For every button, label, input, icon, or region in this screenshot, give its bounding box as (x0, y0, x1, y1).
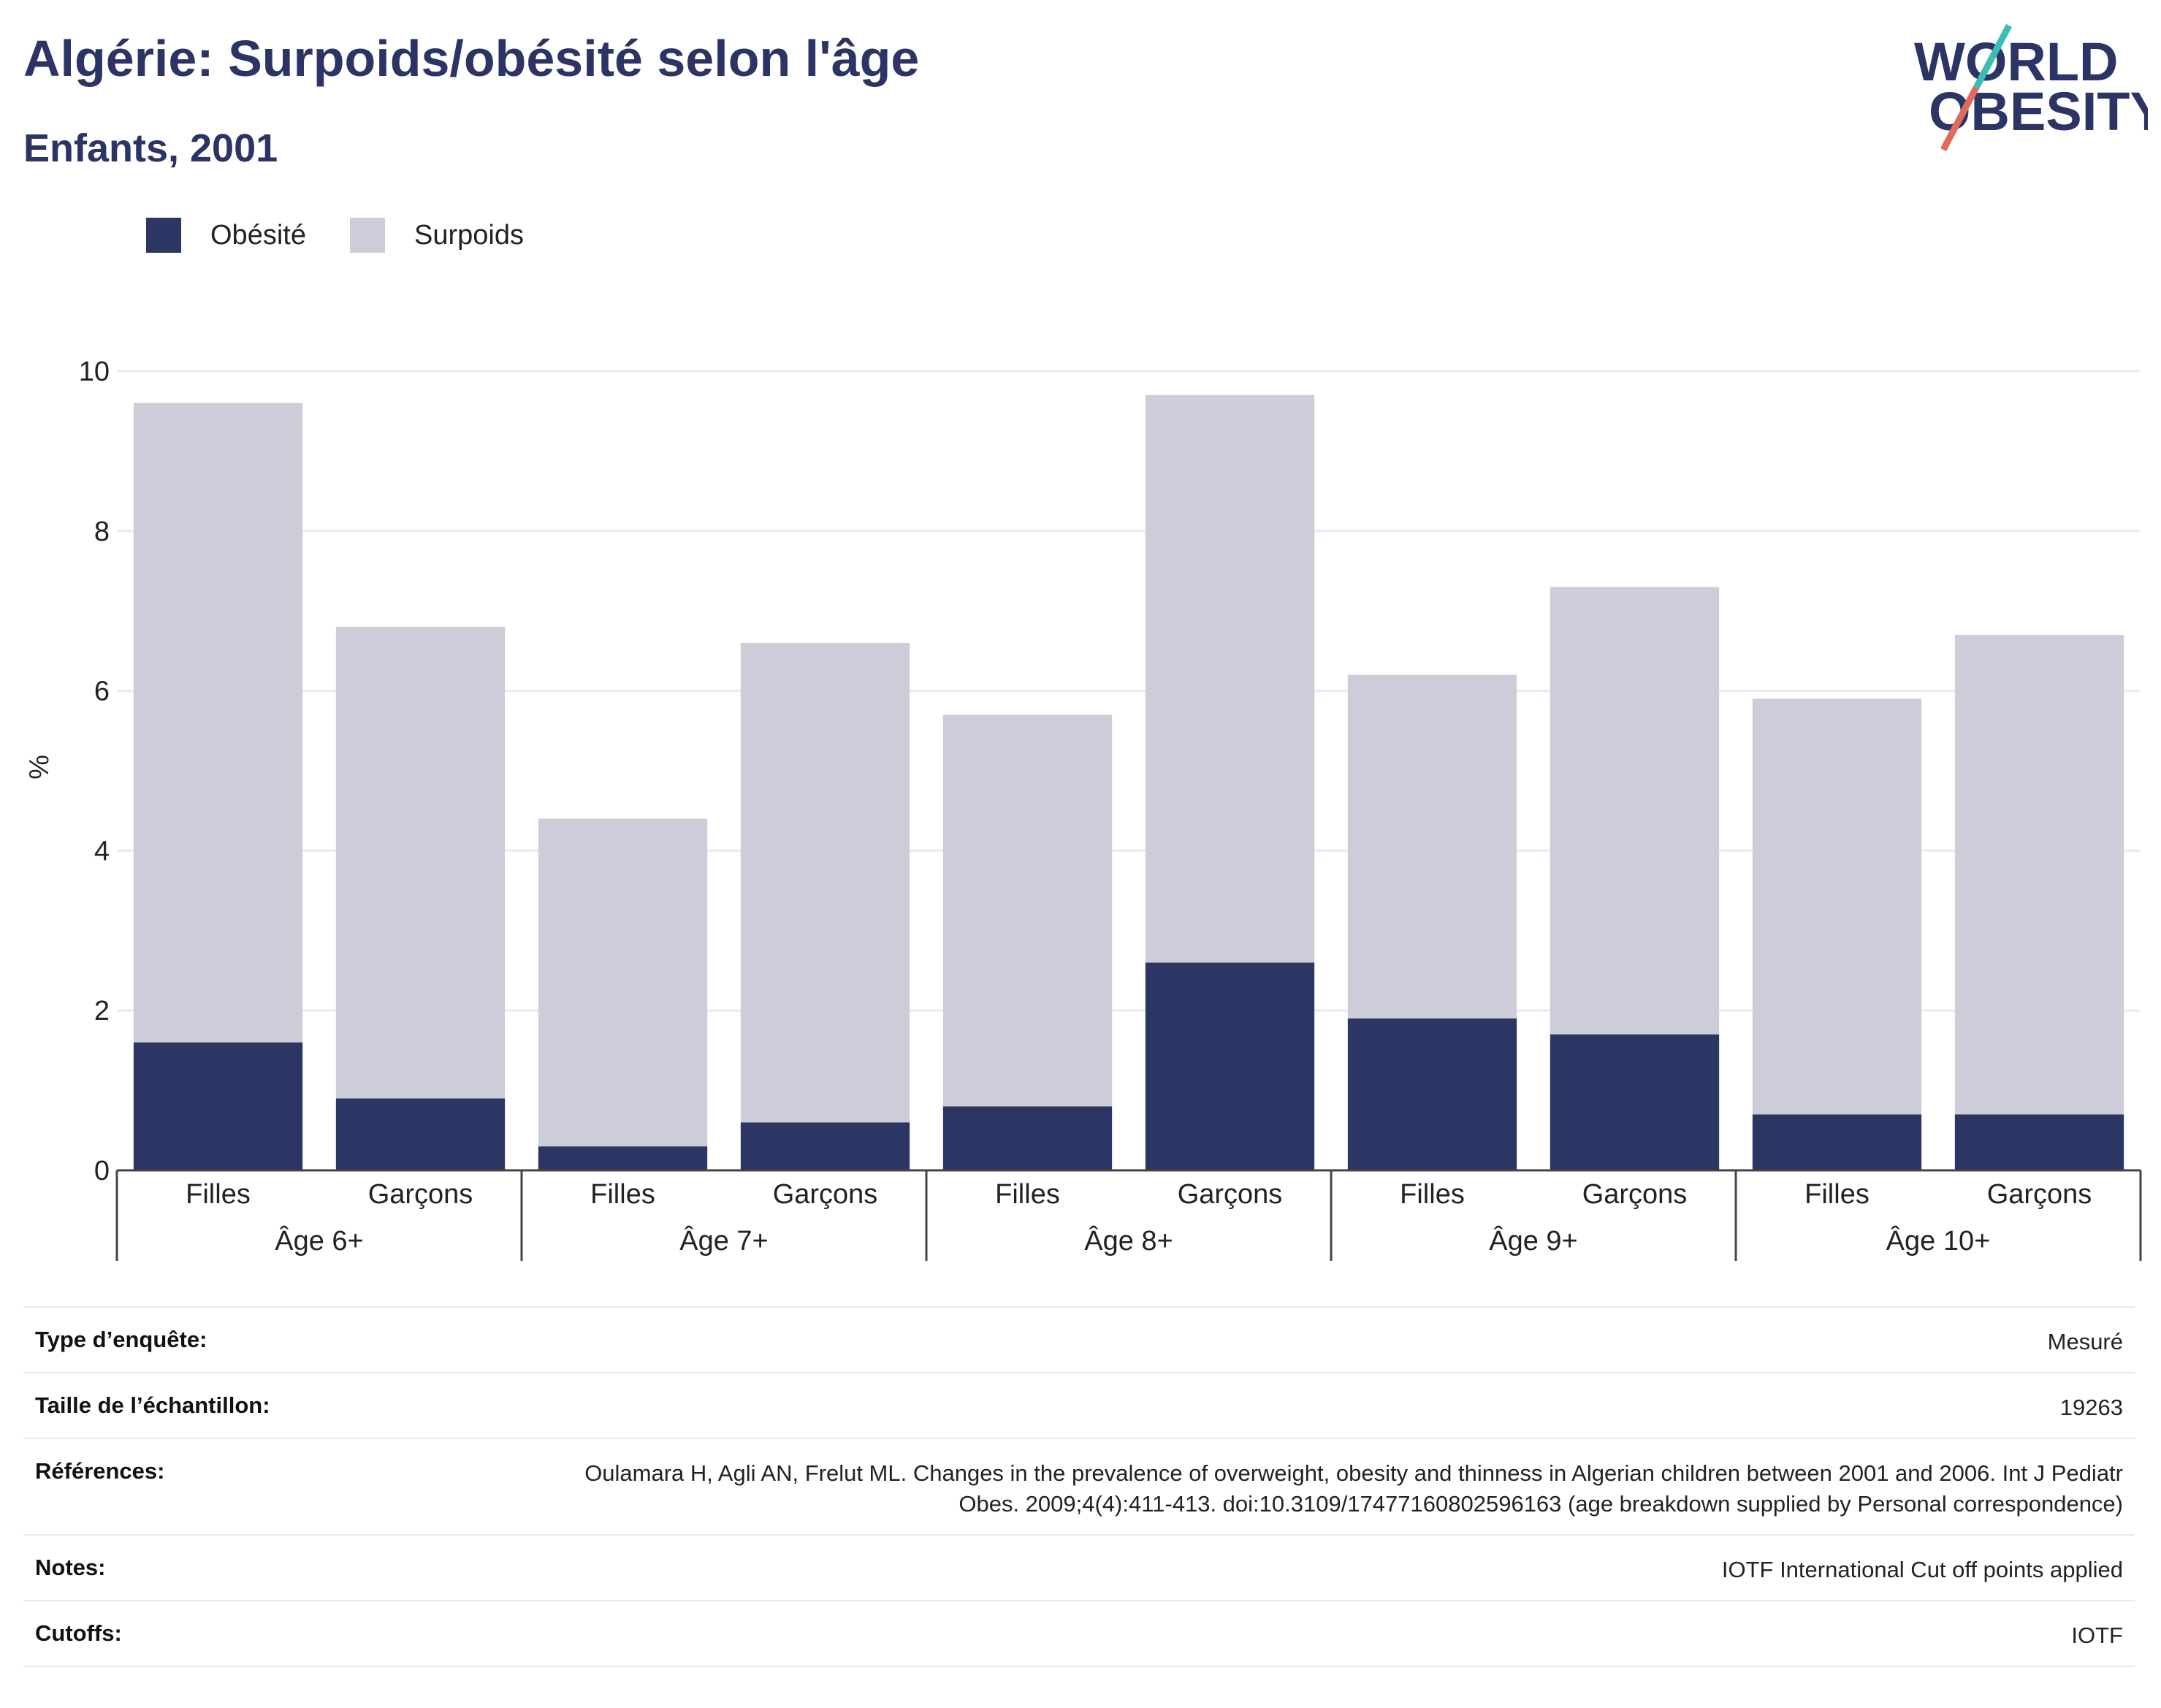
bar-obesity (335, 1098, 506, 1170)
logo-word-1: WORLD (1914, 31, 2119, 92)
chart-subtitle: Enfants, 2001 (23, 126, 278, 170)
chart-legend: Obésité Surpoids (146, 218, 568, 253)
bar-obesity (1145, 962, 1315, 1170)
legend-label-obesity: Obésité (210, 219, 306, 251)
bars (133, 394, 2124, 1170)
chart-title: Algérie: Surpoids/obésité selon l'âge (23, 30, 920, 87)
x-tick-label: Filles (186, 1179, 251, 1210)
info-label: Références: (35, 1458, 165, 1484)
info-row-notes: Notes: IOTF International Cut off points… (23, 1534, 2135, 1600)
info-label: Cutoffs: (35, 1620, 122, 1646)
bar-obesity (1954, 1114, 2124, 1170)
info-value: Oulamara H, Agli AN, Frelut ML. Changes … (584, 1460, 2123, 1517)
info-row-survey-type: Type d’enquête: Mesuré (23, 1306, 2135, 1372)
bar-overweight (1145, 394, 1315, 963)
info-row-sample-size: Taille de l’échantillon: 19263 (23, 1372, 2135, 1438)
x-tick-label: Filles (995, 1179, 1060, 1210)
x-tick-label: Filles (590, 1179, 655, 1210)
info-label: Taille de l’échantillon: (35, 1392, 270, 1418)
y-tick-label: 4 (94, 836, 110, 866)
bar-obesity (538, 1146, 708, 1170)
legend-item-obesity: Obésité (146, 218, 306, 253)
x-group-label: Âge 6+ (275, 1225, 364, 1257)
x-tick-label: Garçons (368, 1179, 473, 1210)
bar-overweight (1954, 635, 2124, 1115)
info-row-references: Références: Oulamara H, Agli AN, Frelut … (23, 1438, 2135, 1534)
bar-overweight (1347, 674, 1517, 1019)
world-obesity-logo: WORLD OBESITY (1914, 23, 2148, 152)
bar-chart: 0 2 4 6 8 10 Filles Garçons Filles Garçons Filles G… (24, 357, 2142, 1261)
info-value: IOTF (2071, 1623, 2123, 1648)
bar-overweight (133, 403, 303, 1042)
x-tick-label: Garçons (1582, 1179, 1688, 1210)
x-group-label: Âge 7+ (679, 1225, 769, 1257)
y-tick-label: 6 (94, 676, 110, 707)
bar-obesity (133, 1042, 303, 1170)
y-tick-label: 10 (79, 357, 110, 387)
bar-obesity (1550, 1034, 1720, 1170)
info-table: Type d’enquête: Mesuré Taille de l’échan… (23, 1306, 2135, 1667)
x-tick-label: Garçons (1178, 1179, 1283, 1210)
info-value: IOTF International Cut off points applie… (1721, 1557, 2123, 1582)
bar-overweight (1752, 698, 1922, 1115)
bar-overweight (740, 642, 910, 1123)
x-tick-label: Filles (1804, 1179, 1870, 1210)
y-axis-label: % (24, 755, 55, 779)
x-group-label: Âge 10+ (1886, 1225, 1991, 1257)
info-value: 19263 (2059, 1395, 2123, 1420)
info-value: Mesuré (2047, 1329, 2123, 1354)
bar-obesity (1347, 1018, 1517, 1170)
y-tick-label: 8 (94, 516, 110, 547)
legend-item-overweight: Surpoids (349, 218, 524, 253)
info-label: Type d’enquête: (35, 1327, 207, 1352)
x-tick-label: Filles (1400, 1179, 1465, 1210)
info-label: Notes: (35, 1555, 106, 1580)
legend-swatch-obesity (146, 218, 181, 253)
bar-overweight (1550, 587, 1720, 1035)
bar-overweight (538, 818, 708, 1147)
logo-slash-bottom (1940, 85, 1979, 152)
y-tick-label: 2 (94, 996, 110, 1026)
bar-overweight (942, 714, 1113, 1107)
legend-swatch-overweight (349, 218, 385, 253)
x-tick-label: Garçons (773, 1179, 878, 1210)
bar-overweight (335, 627, 506, 1099)
y-tick-label: 0 (94, 1156, 110, 1186)
bar-obesity (740, 1122, 910, 1170)
x-group-label: Âge 9+ (1489, 1225, 1578, 1257)
x-tick-label: Garçons (1987, 1179, 2092, 1210)
axes: 0 2 4 6 8 10 Filles Garçons Filles Garçons Filles G… (79, 357, 2142, 1261)
logo-slash-top (1973, 23, 2012, 90)
legend-label-overweight: Surpoids (413, 219, 524, 251)
x-group-label: Âge 8+ (1084, 1225, 1173, 1257)
info-row-cutoffs: Cutoffs: IOTF (23, 1600, 2135, 1667)
bar-obesity (942, 1106, 1113, 1170)
bar-obesity (1752, 1114, 1922, 1170)
